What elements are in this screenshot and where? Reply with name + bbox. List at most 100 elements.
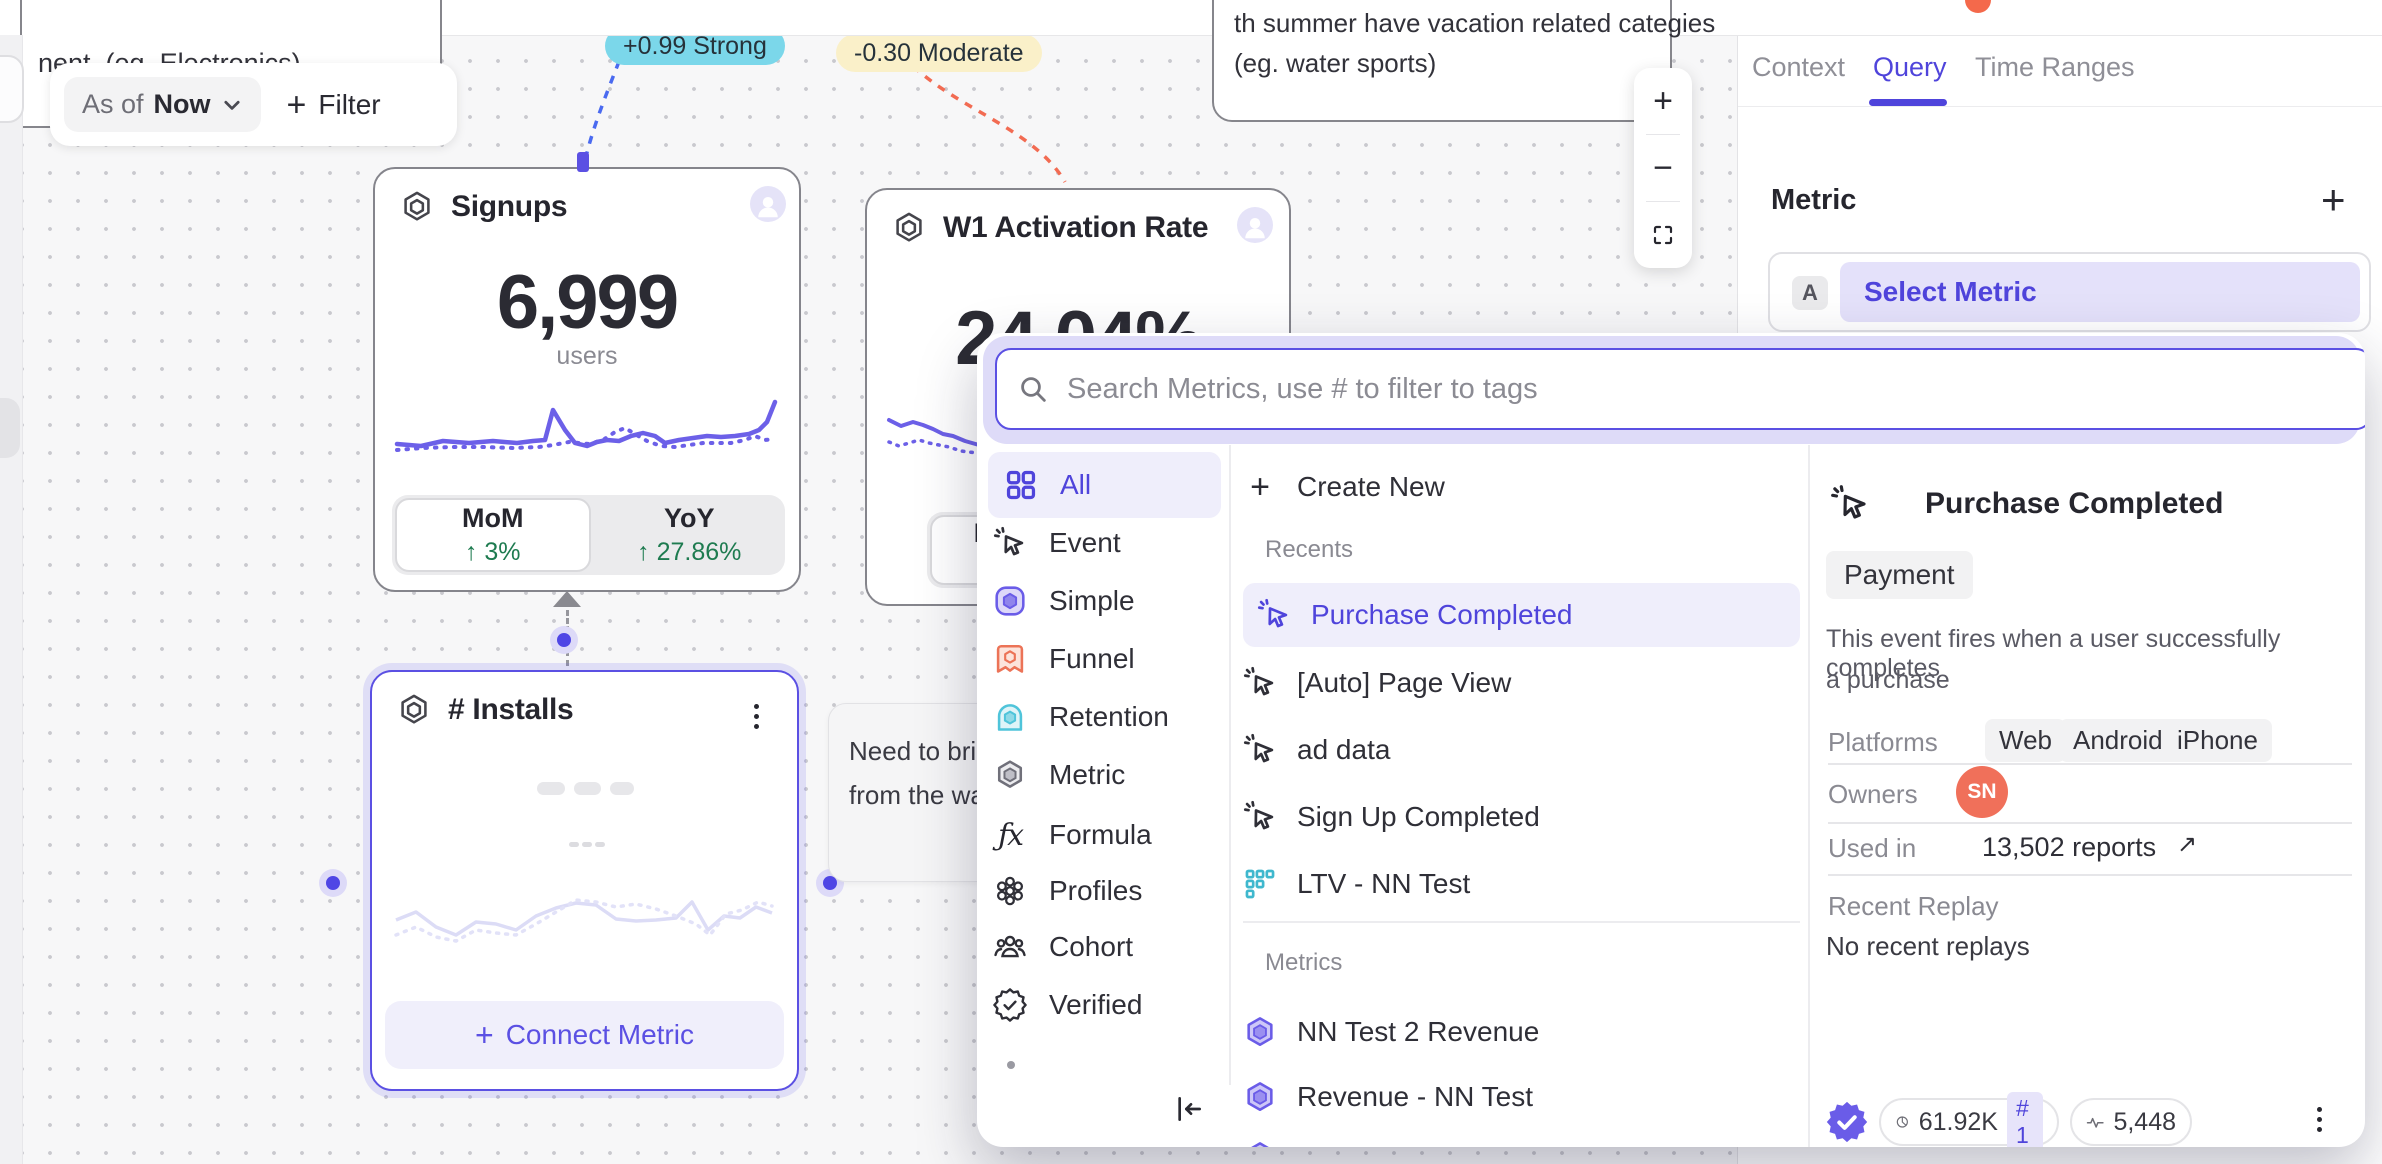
signups-unit: users: [556, 342, 618, 370]
chevron-down-icon: [221, 94, 243, 116]
filter-button[interactable]: + Filter: [286, 85, 381, 124]
yoy-segment[interactable]: YoY ↑ 27.86%: [637, 503, 742, 566]
metric-search-box[interactable]: [995, 348, 2365, 430]
category-profiles[interactable]: Profiles: [993, 865, 1223, 917]
event-icon: [993, 526, 1027, 560]
category-metric[interactable]: Metric: [993, 749, 1223, 801]
installs-ghost-sparkline: [394, 898, 774, 943]
metric-hexagon-icon: [891, 210, 927, 246]
category-event[interactable]: Event: [993, 517, 1223, 569]
metric-item-nn-test-2-revenue[interactable]: NN Test 2 Revenue: [1243, 1004, 1800, 1060]
notification-dot: [1965, 0, 1991, 13]
zoom-in-button[interactable]: +: [1653, 81, 1673, 120]
formula-icon: ƒx: [997, 817, 1024, 853]
divider: [1646, 201, 1680, 202]
owner-avatar[interactable]: SN: [1956, 766, 2008, 818]
used-in-link[interactable]: 13,502 reports: [1982, 832, 2157, 862]
detail-tag[interactable]: Payment: [1826, 551, 1973, 599]
event-icon: [1830, 484, 1870, 524]
fit-screen-button[interactable]: [1634, 202, 1692, 268]
category-verified[interactable]: Verified: [993, 979, 1223, 1031]
canvas-zoom-controls: + −: [1634, 68, 1692, 268]
modal-menu-kebab-icon[interactable]: [2317, 1107, 2322, 1132]
correlation-badge-moderate[interactable]: -0.30 Moderate: [836, 34, 1042, 72]
event-icon: [1257, 598, 1291, 632]
event-icon: [1243, 733, 1277, 767]
category-cohort[interactable]: Cohort: [993, 921, 1223, 973]
zoom-out-button[interactable]: −: [1653, 148, 1673, 187]
tab-context[interactable]: Context: [1752, 52, 1846, 82]
connect-metric-button[interactable]: + Connect Metric: [385, 1001, 784, 1069]
metric-card-signups[interactable]: Signups 6,999 users MoM ↑ 3% YoY ↑ 27.86…: [373, 167, 801, 592]
recent-replay-label: Recent Replay: [1828, 891, 1999, 921]
divider: [1828, 874, 2352, 876]
owners-label: Owners: [1828, 779, 1918, 809]
metric-select-row[interactable]: A Select Metric: [1768, 252, 2371, 332]
card-title: W1 Activation Rate: [943, 211, 1209, 244]
category-simple[interactable]: Simple: [993, 575, 1223, 627]
recent-item-auto-page-view[interactable]: [Auto] Page View: [1243, 655, 1800, 711]
create-new-button[interactable]: + Create New: [1243, 459, 1800, 515]
left-panel-fragment: [0, 398, 20, 458]
detail-description: This event fires when a user successfull…: [1826, 625, 2281, 682]
metric-item-clipped: [1243, 1129, 1800, 1147]
board-toolbar: As of Now + Filter: [50, 63, 457, 146]
recents-section-label: Recents: [1265, 536, 1354, 563]
event-count-pill[interactable]: 5,448: [2070, 1098, 2192, 1146]
sticky-note-summer[interactable]: th summer have vacation related categies…: [1212, 0, 1715, 122]
card-title: # Installs: [448, 693, 574, 726]
clipped-category-fragment: [1007, 1061, 1015, 1069]
signups-sparkline: [394, 399, 778, 452]
plus-icon: +: [475, 1017, 494, 1053]
event-icon: [1243, 800, 1277, 834]
connector-node[interactable]: [557, 633, 571, 647]
metric-hexagon-icon: [399, 189, 435, 225]
metric-icon: [993, 758, 1027, 792]
profiles-icon: [993, 874, 1027, 908]
recent-item-ad-data[interactable]: ad data: [1243, 722, 1800, 778]
connector-node[interactable]: [326, 876, 340, 890]
recent-item-sign-up-completed[interactable]: Sign Up Completed: [1243, 789, 1800, 845]
verified-icon: [993, 988, 1027, 1022]
category-all[interactable]: All: [988, 452, 1221, 518]
divider: [1646, 134, 1680, 135]
metric-search-input[interactable]: [1065, 371, 2350, 407]
plus-icon: +: [286, 85, 307, 124]
series-key-badge: A: [1792, 276, 1828, 310]
collapse-panel-icon[interactable]: [1173, 1093, 1205, 1125]
metric-item-revenue-nn-test[interactable]: Revenue - NN Test: [1243, 1069, 1800, 1125]
add-metric-button[interactable]: +: [2321, 176, 2346, 223]
comparison-toggle: MoM ↑ 3% YoY ↑ 27.86%: [392, 495, 785, 575]
left-edge-rail: [0, 35, 23, 1164]
value-skeleton: [610, 782, 634, 795]
left-panel-fragment: [0, 55, 24, 123]
platforms-label: Platforms: [1828, 727, 1938, 757]
metric-hexagon-icon: [1243, 1015, 1277, 1049]
correlation-connector-red: [911, 64, 1067, 183]
card-menu-kebab-icon[interactable]: [754, 704, 759, 729]
verified-seal-icon[interactable]: [1825, 1100, 1869, 1144]
metric-picker-modal: All Event Simple Funnel Retention Metric…: [977, 333, 2365, 1147]
as-of-dropdown[interactable]: As of Now: [64, 77, 261, 132]
query-count-pill[interactable]: 61.92K # 1: [1879, 1092, 2059, 1147]
select-metric-field[interactable]: Select Metric: [1840, 262, 2360, 322]
connector-node[interactable]: [823, 876, 837, 890]
tab-query[interactable]: Query: [1873, 52, 1947, 82]
category-funnel[interactable]: Funnel: [993, 633, 1223, 685]
metric-hexagon-icon: [396, 692, 432, 728]
divider: [1828, 822, 2352, 824]
tab-time-ranges[interactable]: Time Ranges: [1975, 52, 2135, 82]
value-skeleton: [574, 782, 601, 795]
category-retention[interactable]: Retention: [993, 691, 1223, 743]
recent-item-purchase-completed[interactable]: Purchase Completed: [1243, 583, 1800, 647]
rank-badge: # 1: [2006, 1092, 2043, 1147]
metric-card-installs[interactable]: # Installs + Connect Metric: [370, 670, 799, 1091]
connector-handle[interactable]: [577, 152, 589, 172]
divider: [1808, 445, 1810, 1147]
card-title: Signups: [451, 190, 568, 223]
recent-item-ltv-nn-test[interactable]: LTV - NN Test: [1243, 856, 1800, 912]
category-formula[interactable]: ƒx Formula: [993, 809, 1223, 861]
mom-segment[interactable]: MoM ↑ 3%: [395, 498, 591, 572]
active-tab-underline: [1869, 99, 1947, 106]
